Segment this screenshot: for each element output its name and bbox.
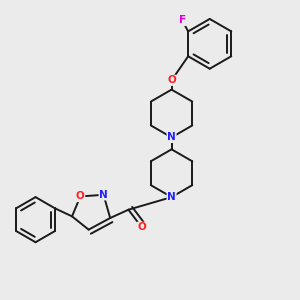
Text: O: O — [167, 75, 176, 85]
Text: N: N — [167, 132, 176, 142]
Text: N: N — [167, 192, 176, 202]
Text: F: F — [178, 15, 186, 26]
Text: O: O — [137, 222, 146, 232]
Text: N: N — [99, 190, 108, 200]
Text: O: O — [76, 191, 85, 202]
